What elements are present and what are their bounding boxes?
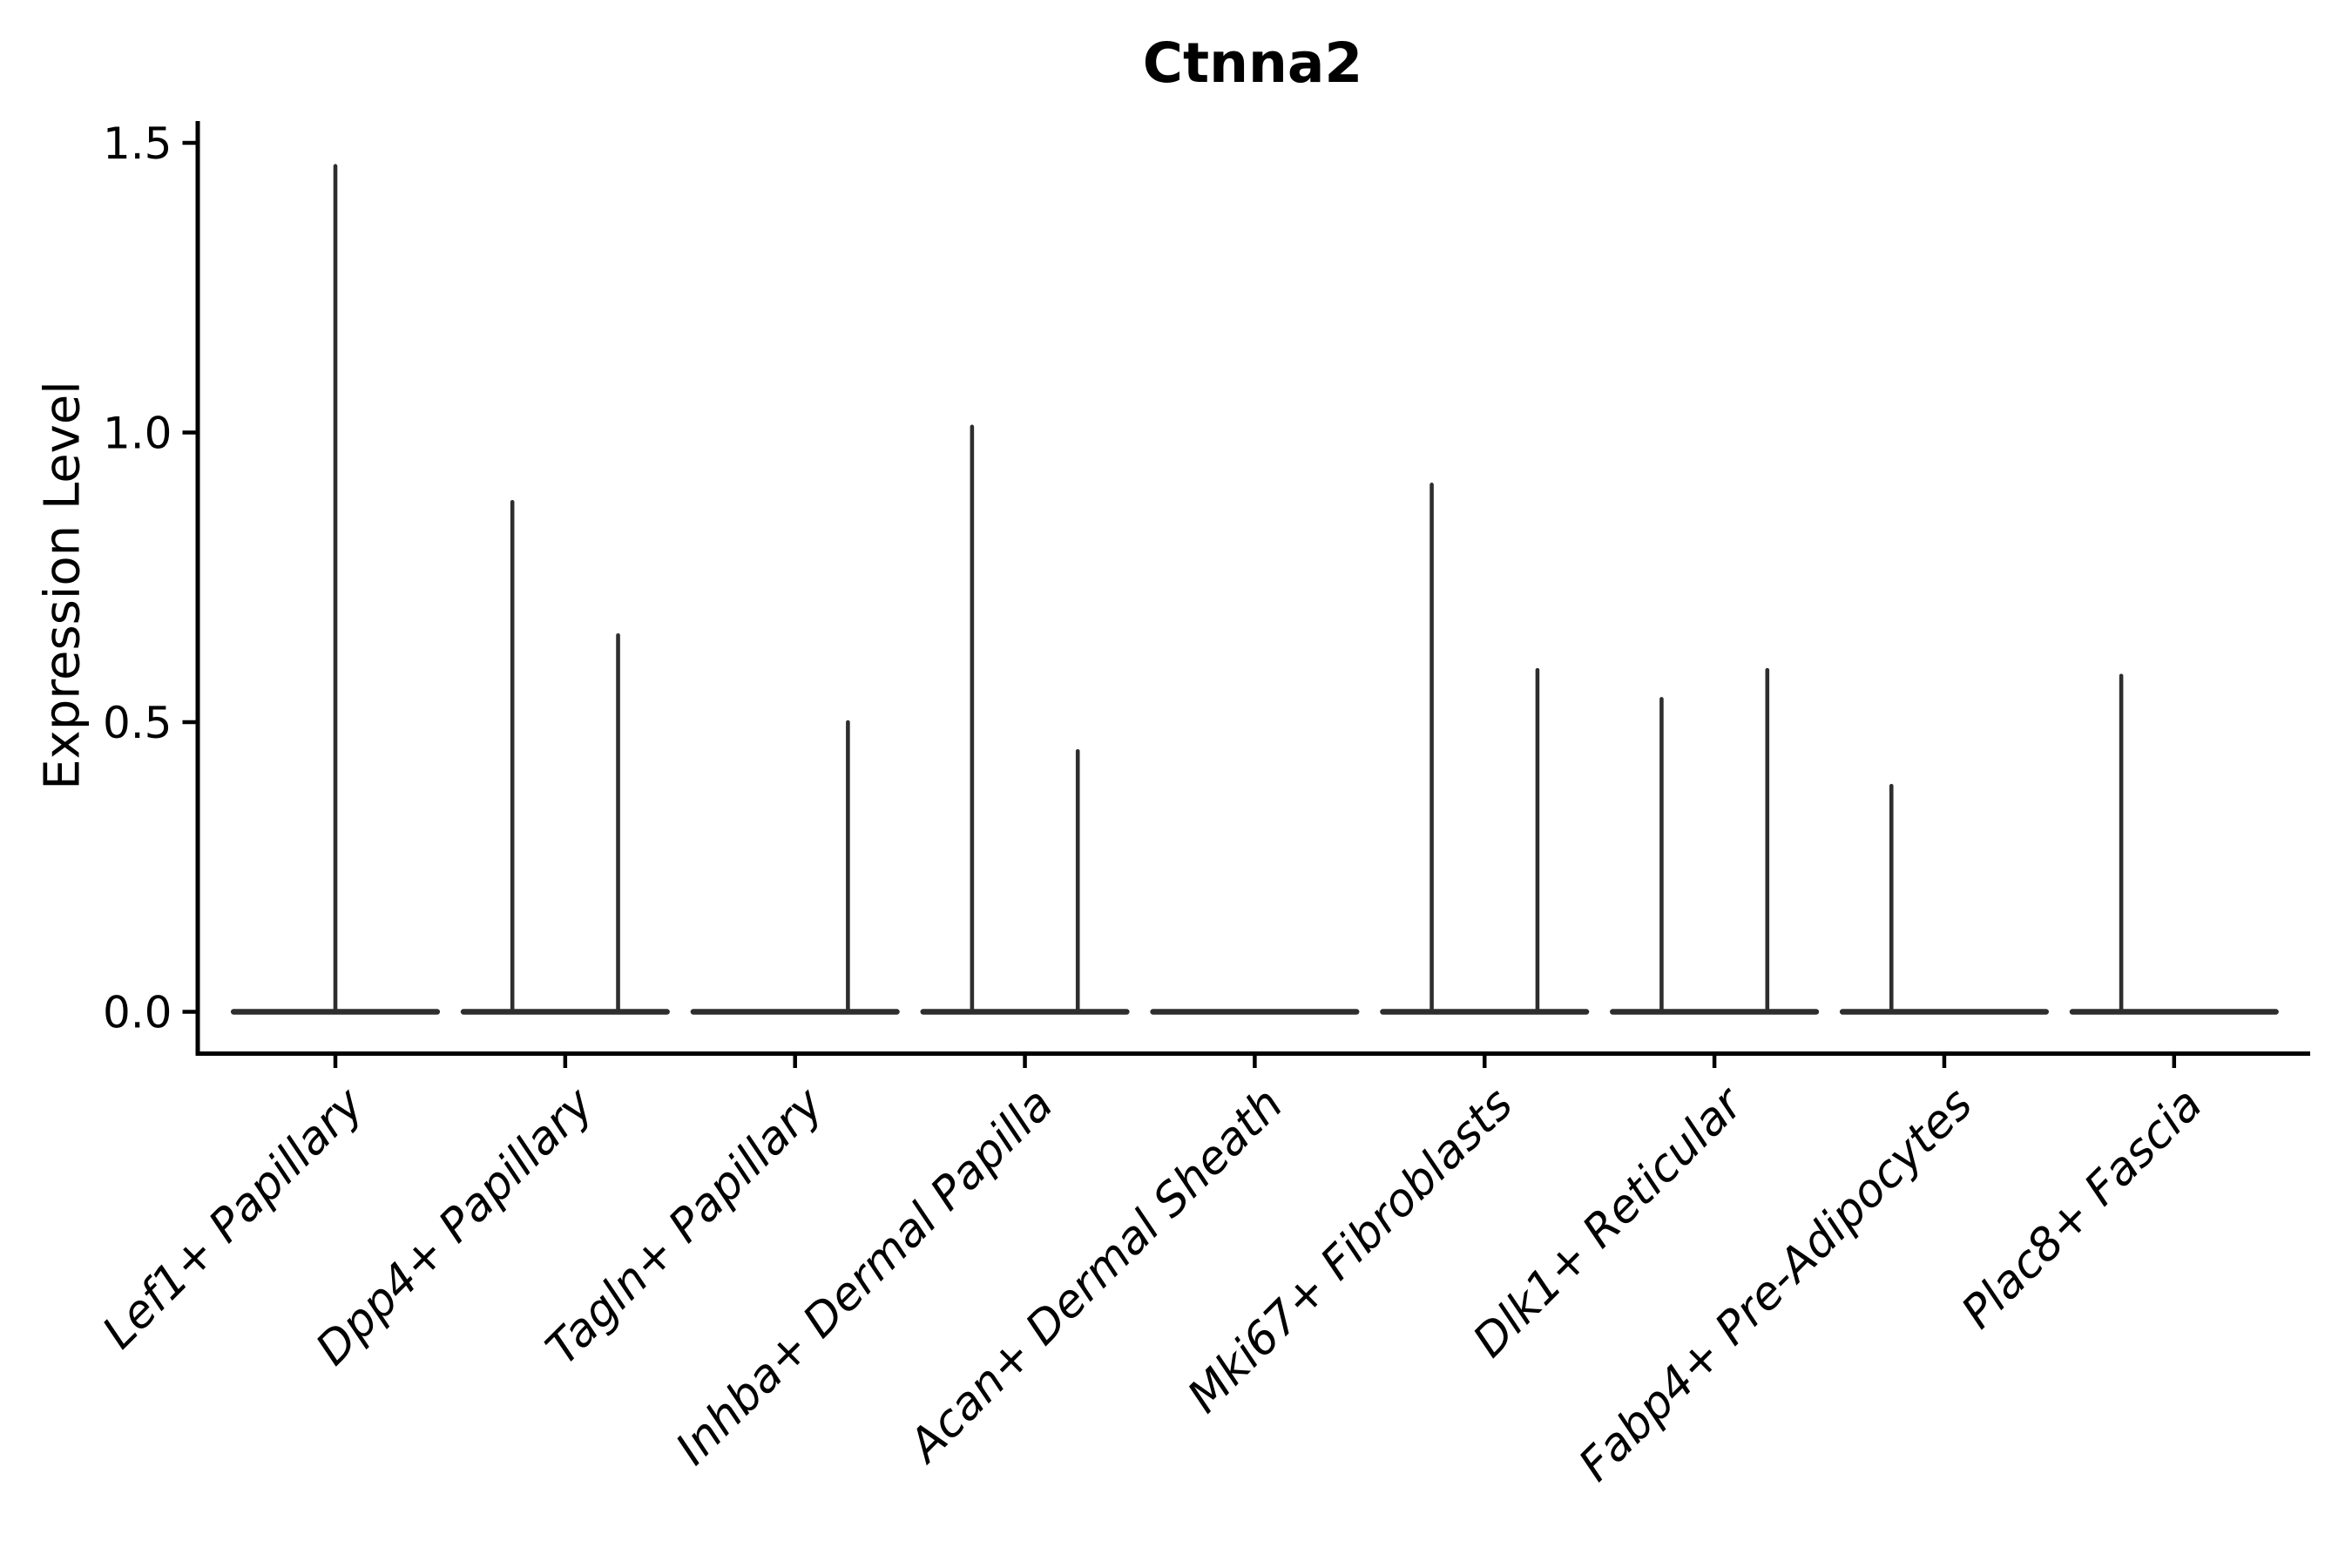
x-tick-mark (1483, 1056, 1487, 1068)
violin-base (1839, 1009, 2050, 1015)
y-tick-mark (182, 1010, 196, 1014)
y-tick-label: 1.0 (103, 409, 172, 459)
x-tick-label: Plac8+ Fascia (1952, 1078, 2213, 1339)
violin-base (1610, 1009, 1820, 1015)
x-tick-mark (1023, 1056, 1027, 1068)
violin-base (690, 1009, 900, 1015)
violin-base (460, 1009, 670, 1015)
y-axis-label: Expression Level (34, 381, 91, 790)
x-tick-mark (333, 1056, 338, 1068)
y-axis-spine (195, 121, 200, 1056)
x-axis-spine (195, 1051, 2310, 1056)
y-tick-mark (182, 720, 196, 725)
violin-base (1150, 1009, 1360, 1015)
x-tick-mark (2172, 1056, 2177, 1068)
x-tick-mark (1712, 1056, 1717, 1068)
y-tick-label: 0.5 (103, 698, 172, 748)
x-tick-label: Fabp4+ Pre-Adipocytes (1569, 1078, 1983, 1492)
x-tick-mark (1942, 1056, 1947, 1068)
y-tick-mark (182, 430, 196, 435)
x-tick-mark (793, 1056, 797, 1068)
y-tick-mark (182, 140, 196, 145)
x-tick-label: Acan+ Dermal Sheath (897, 1078, 1293, 1474)
violin-base (920, 1009, 1130, 1015)
violin-base (1380, 1009, 1590, 1015)
y-tick-label: 0.0 (103, 988, 172, 1038)
x-tick-mark (1253, 1056, 1257, 1068)
chart-title: Ctnna2 (1142, 31, 1363, 95)
x-tick-label: Inhba+ Dermal Papilla (666, 1078, 1064, 1476)
violin-base (2069, 1009, 2279, 1015)
x-tick-mark (563, 1056, 568, 1068)
y-tick-label: 1.5 (103, 118, 172, 169)
